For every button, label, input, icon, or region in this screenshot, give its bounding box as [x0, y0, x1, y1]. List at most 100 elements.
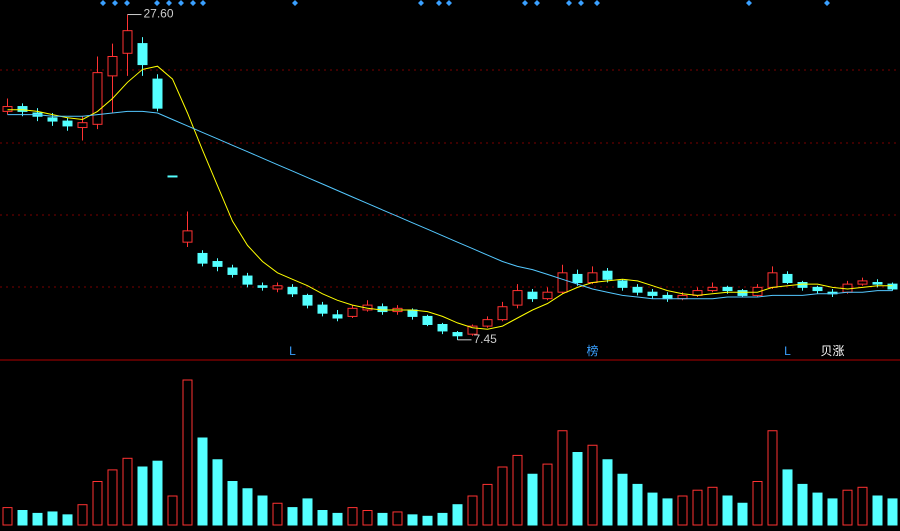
candle-body [872, 282, 883, 285]
volume-bar [437, 512, 448, 526]
candle-body [557, 272, 568, 293]
candle-body [347, 307, 358, 317]
candle-body [2, 106, 13, 112]
volume-bar [122, 457, 133, 526]
volume-bar [17, 510, 28, 526]
candle-body [752, 286, 763, 296]
volume-bar [602, 459, 613, 526]
volume-bar [167, 495, 178, 526]
candle-body [737, 290, 748, 296]
volume-bar [677, 495, 688, 526]
volume-bar [752, 481, 763, 526]
volume-bar [92, 481, 103, 526]
volume-bar [107, 469, 118, 526]
volume-bar [227, 481, 238, 526]
candle-body [107, 56, 118, 77]
volume-bar [857, 486, 868, 526]
volume-bar [242, 488, 253, 526]
volume-bar [527, 473, 538, 526]
candle-body [767, 272, 778, 288]
candle-body [317, 304, 328, 314]
candle-body [707, 286, 718, 292]
signal-label: 贝涨 [820, 343, 844, 358]
candle-body [197, 252, 208, 264]
volume-bar [347, 507, 358, 526]
volume-bar [512, 454, 523, 526]
volume-bar [767, 430, 778, 526]
annotation-label: 7.45 [474, 332, 498, 346]
candle-body [812, 286, 823, 292]
candle-body [677, 294, 688, 300]
volume-bar [317, 510, 328, 526]
candle-body [182, 230, 193, 243]
volume-bar [302, 498, 313, 526]
volume-bar [617, 473, 628, 526]
candle-body [497, 306, 508, 321]
candle-body [332, 314, 343, 319]
volume-bar [572, 452, 583, 526]
candle-body [122, 30, 133, 54]
volume-bar [392, 511, 403, 526]
volume-bar [827, 498, 838, 526]
candle-body [857, 280, 868, 285]
candle-body [77, 122, 88, 129]
signal-label: L [784, 344, 791, 358]
candle-body [257, 285, 268, 288]
candle-body [662, 294, 673, 300]
volume-bar [47, 511, 58, 526]
volume-bar [407, 514, 418, 526]
volume-bar [332, 512, 343, 526]
volume-bar [587, 444, 598, 526]
candle-body [722, 286, 733, 292]
candle-body [92, 72, 103, 125]
volume-bar [497, 466, 508, 526]
volume-bar [797, 483, 808, 526]
volume-bar [62, 514, 73, 526]
moving-average [7, 65, 893, 330]
candle-body [527, 291, 538, 300]
volume-bar [542, 463, 553, 526]
candle-body [422, 315, 433, 325]
candle-body [62, 120, 73, 127]
volume-bar [137, 466, 148, 526]
volume-bar [272, 502, 283, 526]
volume-bar [287, 507, 298, 526]
signal-label: L [289, 344, 296, 358]
volume-bar [482, 483, 493, 526]
candle-body [152, 78, 163, 109]
volume-bar [182, 379, 193, 526]
candle-body [632, 286, 643, 293]
volume-bar [647, 492, 658, 526]
volume-bar [887, 498, 898, 526]
volume-bar [452, 504, 463, 526]
moving-average [7, 110, 893, 300]
candle-body [242, 275, 253, 285]
candle-body [17, 106, 28, 112]
candle-body [302, 294, 313, 306]
candle-body [437, 323, 448, 332]
candle-body [647, 291, 658, 296]
candle-body [167, 175, 178, 178]
volume-bar [467, 495, 478, 526]
candle-body [212, 261, 223, 267]
volume-bar [212, 459, 223, 526]
candle-body [572, 273, 583, 284]
candle-body [467, 325, 478, 335]
candle-body [137, 43, 148, 66]
candle-body [617, 280, 628, 288]
candle-body [602, 270, 613, 280]
volume-bar [77, 504, 88, 526]
candle-body [227, 267, 238, 275]
volume-bar [812, 492, 823, 526]
volume-bar [422, 515, 433, 526]
signal-label: 榜 [586, 343, 598, 358]
candle-body [452, 332, 463, 337]
volume-bar [722, 495, 733, 526]
volume-bar [2, 507, 13, 526]
volume-bar [257, 495, 268, 526]
annotation-label: 27.60 [144, 7, 174, 21]
candle-body [47, 117, 58, 122]
volume-bar [842, 489, 853, 526]
